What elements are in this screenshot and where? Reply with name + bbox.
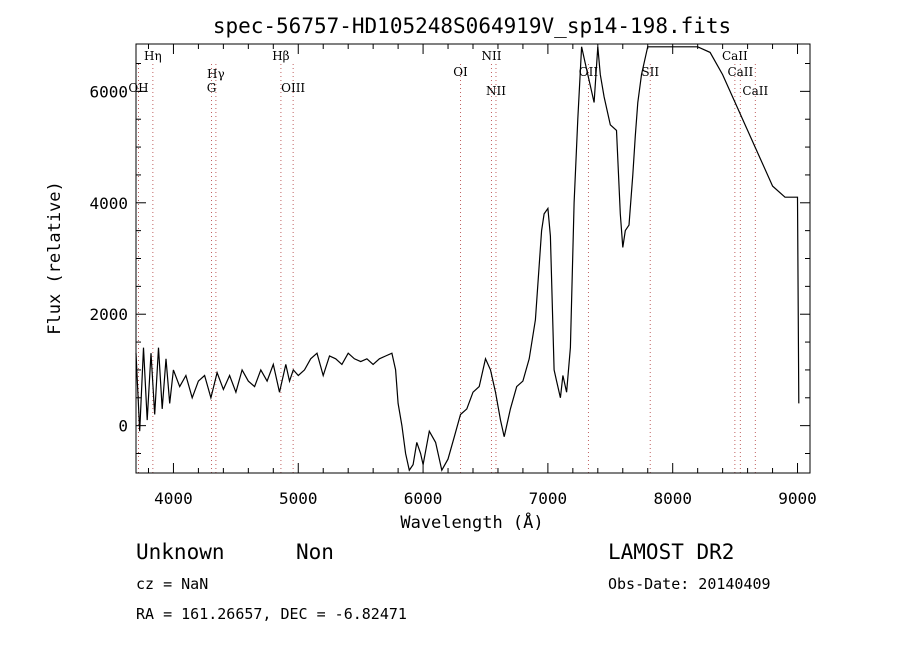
x-axis: 4000 5000 6000 7000 8000 9000: [147, 44, 817, 508]
line-label: Hβ: [272, 49, 289, 63]
line-label: NII: [481, 49, 501, 63]
line-label: SII: [641, 65, 659, 79]
x-axis-label: Wavelength (Å): [400, 511, 543, 533]
line-label: OIII: [281, 81, 305, 95]
y-tick-label: 0: [118, 417, 128, 436]
coordinates: RA = 161.26657, DEC = -6.82471: [136, 605, 407, 623]
annotation-labels: Hη OH HγG Hβ OIII OI NII NII OII SII CaII CaII CaII: [128, 49, 768, 98]
obs-date: Obs-Date: 20140409: [608, 575, 771, 593]
line-label: OII: [579, 65, 599, 79]
line-label: CaII: [722, 49, 748, 63]
line-label: Hγ: [207, 67, 225, 81]
x-tick-label: 8000: [653, 489, 692, 508]
line-label: CaII: [742, 84, 768, 98]
x-tick-label: 7000: [529, 489, 568, 508]
y-axis: 0 2000 4000 6000: [89, 63, 810, 454]
x-tick-label: 6000: [404, 489, 443, 508]
line-label: OH: [128, 81, 148, 95]
object-subclass: Non: [296, 540, 334, 564]
line-label: Hη: [144, 49, 162, 63]
line-label: OI: [453, 65, 468, 79]
object-class: Unknown: [136, 540, 225, 564]
y-tick-label: 6000: [89, 82, 128, 101]
annotation-lines: [137, 64, 756, 473]
x-tick-label: 4000: [154, 489, 193, 508]
y-tick-label: 4000: [89, 194, 128, 213]
survey-name: LAMOST DR2: [608, 540, 734, 564]
chart-title: spec-56757-HD105248S064919V_sp14-198.fit…: [213, 14, 731, 38]
line-label: G: [207, 81, 217, 95]
x-tick-label: 9000: [778, 489, 817, 508]
cz-value: cz = NaN: [136, 575, 208, 593]
line-label: CaII: [727, 65, 753, 79]
y-tick-label: 2000: [89, 305, 128, 324]
plot-frame: [135, 43, 811, 474]
spectrum-line: [135, 46, 800, 472]
x-tick-label: 5000: [279, 489, 318, 508]
line-label: NII: [486, 84, 506, 98]
y-axis-label: Flux (relative): [45, 181, 65, 335]
